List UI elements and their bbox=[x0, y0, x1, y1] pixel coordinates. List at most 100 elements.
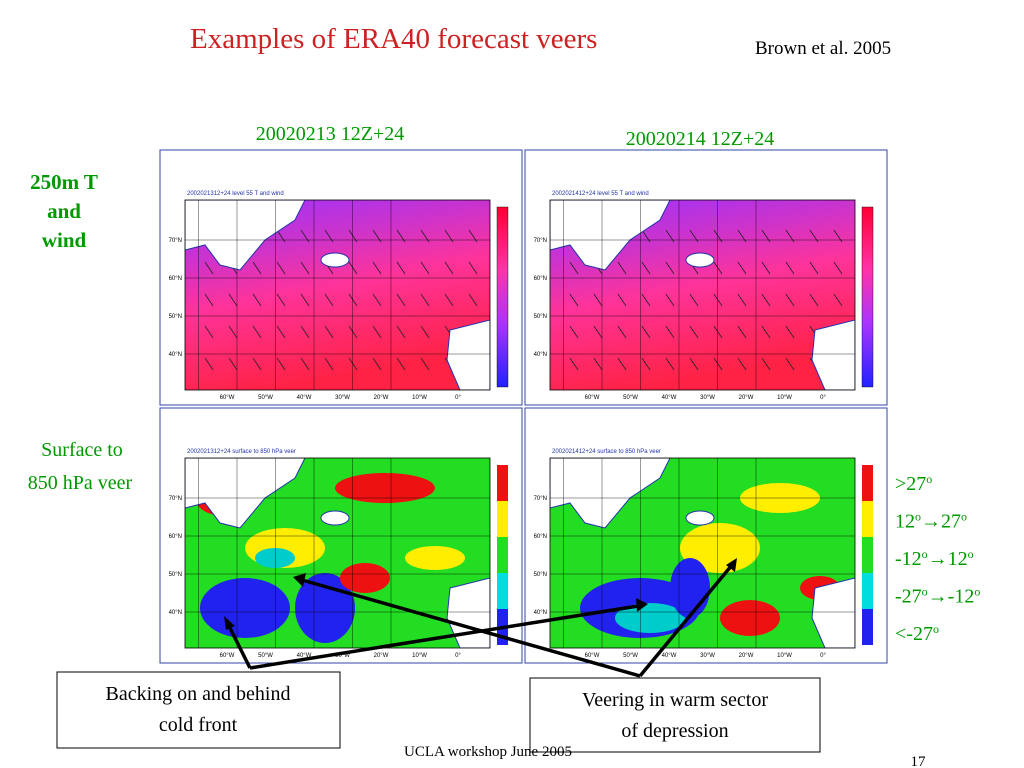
lat-label: 50°N bbox=[169, 572, 182, 578]
color-bar bbox=[861, 206, 874, 388]
legend-sup: o bbox=[926, 472, 932, 486]
lon-label: 20°W bbox=[739, 395, 754, 401]
legend-sup: o bbox=[915, 510, 921, 524]
lat-label: 60°N bbox=[169, 276, 182, 282]
lat-label: 70°N bbox=[534, 496, 547, 502]
page-number: 17 bbox=[911, 754, 927, 768]
lon-label: 50°W bbox=[258, 395, 273, 401]
lon-label: 20°W bbox=[739, 653, 754, 659]
annotation: cold front bbox=[159, 714, 238, 736]
lon-label: 10°W bbox=[412, 653, 427, 659]
map-panel: 2002021312+24 surface to 850 hPa veer 70°… bbox=[159, 407, 523, 664]
row-label: 250m T bbox=[30, 170, 98, 194]
legend-sup: o bbox=[922, 547, 928, 561]
map-title: 2002021312+24 surface to 850 hPa veer bbox=[187, 449, 296, 455]
legend-text: -27 bbox=[895, 586, 922, 608]
row-label: wind bbox=[42, 228, 87, 252]
lat-label: 50°N bbox=[534, 572, 547, 578]
lon-label: 10°W bbox=[412, 395, 427, 401]
map-panel: 2002021412+24 surface to 850 hPa veer 70°… bbox=[524, 407, 888, 664]
legend-text: >27 bbox=[895, 473, 926, 495]
lon-label: 10°W bbox=[777, 653, 792, 659]
column-header: 20020214 12Z+24 bbox=[626, 128, 775, 150]
lat-label: 70°N bbox=[169, 496, 182, 502]
legend-sup: o bbox=[974, 585, 980, 599]
lon-label: 60°W bbox=[585, 653, 600, 659]
arrows bbox=[226, 563, 734, 678]
color-bar bbox=[497, 537, 508, 573]
annotation: Veering in warm sector bbox=[582, 689, 768, 711]
legend-sup: o bbox=[961, 510, 967, 524]
lat-label: 60°N bbox=[534, 534, 547, 540]
lat-label: 60°N bbox=[534, 276, 547, 282]
lon-label: 50°W bbox=[258, 653, 273, 659]
lat-label: 50°N bbox=[534, 314, 547, 320]
legend-text: →-12 bbox=[928, 586, 975, 608]
lon-label: 0° bbox=[820, 395, 826, 401]
color-bar bbox=[862, 465, 873, 501]
lon-label: 60°W bbox=[220, 653, 235, 659]
lat-label: 50°N bbox=[169, 314, 182, 320]
row-label: and bbox=[47, 199, 81, 223]
lon-label: 40°W bbox=[297, 653, 312, 659]
color-bar bbox=[862, 501, 873, 537]
legend-entry: 12o→27o bbox=[895, 510, 967, 533]
lon-label: 30°W bbox=[335, 653, 350, 659]
column-header: 20020213 12Z+24 bbox=[256, 123, 405, 145]
lon-label: 30°W bbox=[335, 395, 350, 401]
lat-label: 40°N bbox=[169, 352, 182, 358]
map-title: 2002021412+24 level 55 T and wind bbox=[552, 191, 649, 197]
annotation: Backing on and behind bbox=[106, 683, 291, 705]
map-panel: 2002021412+24 level 55 T and wind 70°N 60°… bbox=[524, 149, 888, 406]
row-label: Surface to bbox=[41, 439, 123, 461]
lon-label: 60°W bbox=[585, 395, 600, 401]
lon-label: 60°W bbox=[220, 395, 235, 401]
lon-label: 20°W bbox=[374, 395, 389, 401]
row-label: 850 hPa veer bbox=[28, 472, 133, 494]
lon-label: 30°W bbox=[700, 395, 715, 401]
legend-entry: -27o→-12o bbox=[895, 585, 980, 608]
footer: UCLA workshop June 2005 bbox=[404, 744, 572, 760]
citation: Brown et al. 2005 bbox=[755, 38, 891, 59]
map-title: 2002021412+24 surface to 850 hPa veer bbox=[552, 449, 661, 455]
lon-label: 30°W bbox=[700, 653, 715, 659]
lon-label: 40°W bbox=[662, 395, 677, 401]
lon-label: 20°W bbox=[374, 653, 389, 659]
lon-label: 40°W bbox=[662, 653, 677, 659]
color-bar bbox=[862, 537, 873, 573]
lat-label: 40°N bbox=[534, 352, 547, 358]
lat-label: 40°N bbox=[534, 610, 547, 616]
color-bar bbox=[496, 206, 509, 388]
legend-sup: o bbox=[933, 622, 939, 636]
lon-label: 40°W bbox=[297, 395, 312, 401]
legend-entry: -12o→12o bbox=[895, 547, 974, 570]
slide-title: Examples of ERA40 forecast veers bbox=[190, 23, 597, 55]
color-bar bbox=[862, 573, 873, 609]
lon-label: 50°W bbox=[623, 653, 638, 659]
lat-label: 70°N bbox=[169, 238, 182, 244]
map-panel: 2002021312+24 level 55 T and wind 70°N 60°… bbox=[159, 149, 523, 406]
legend-text: 12 bbox=[895, 511, 915, 533]
lon-label: 0° bbox=[455, 653, 461, 659]
lat-label: 40°N bbox=[169, 610, 182, 616]
annotation: of depression bbox=[621, 720, 728, 742]
annotation-box bbox=[529, 677, 821, 753]
lon-label: 50°W bbox=[623, 395, 638, 401]
lat-label: 70°N bbox=[534, 238, 547, 244]
legend-entry: >27o bbox=[895, 472, 932, 495]
lon-label: 0° bbox=[455, 395, 461, 401]
color-bar bbox=[497, 573, 508, 609]
map-title: 2002021312+24 level 55 T and wind bbox=[187, 191, 284, 197]
legend-text: -12 bbox=[895, 548, 922, 570]
lat-label: 60°N bbox=[169, 534, 182, 540]
lon-label: 10°W bbox=[777, 395, 792, 401]
legend-entry: <-27o bbox=[895, 622, 939, 645]
legend-text: <-27 bbox=[895, 623, 933, 645]
lon-label: 0° bbox=[820, 653, 826, 659]
legend-sup: o bbox=[922, 585, 928, 599]
color-bar bbox=[497, 501, 508, 537]
annotation-box bbox=[56, 671, 341, 749]
color-bar bbox=[497, 465, 508, 501]
legend-sup: o bbox=[968, 547, 974, 561]
color-bar bbox=[862, 609, 873, 645]
